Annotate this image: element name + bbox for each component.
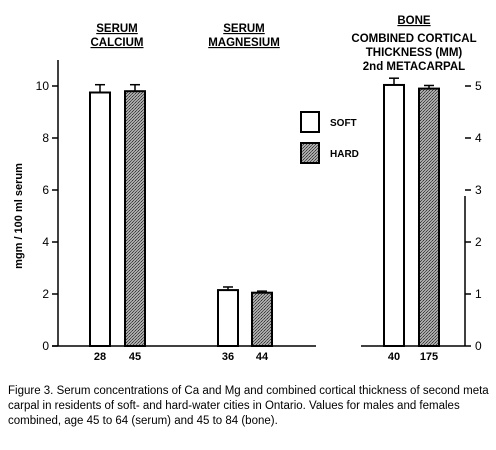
sample-count-label: 44 — [256, 351, 269, 363]
right-tick-label: 0 — [475, 339, 482, 353]
figure-caption: Figure 3. Serum concentrations of Ca and… — [8, 385, 489, 427]
left-tick-label: 10 — [36, 79, 50, 93]
sample-count-label: 45 — [129, 351, 141, 363]
group-header-line: SERUM — [223, 23, 265, 35]
group-header-line: THICKNESS (MM) — [366, 47, 463, 59]
left-tick-label: 0 — [42, 339, 49, 353]
bar — [418, 87, 440, 347]
bars — [89, 77, 440, 348]
sample-count-label: 175 — [420, 351, 438, 363]
sample-count-label: 40 — [388, 351, 400, 363]
left-axis: 0 2 4 6 8 10 — [36, 60, 59, 353]
y-axis-label: mgm / 100 ml serum — [13, 163, 25, 269]
bar — [89, 91, 111, 347]
right-tick-label: 3 — [475, 183, 482, 197]
right-tick-label: 1 — [475, 287, 482, 301]
left-tick-label: 8 — [42, 131, 49, 145]
legend-swatch — [300, 142, 320, 164]
left-tick-label: 6 — [42, 183, 49, 197]
sample-count-label: 36 — [222, 351, 234, 363]
group-header-line: COMBINED CORTICAL — [351, 33, 476, 45]
legend-swatch — [300, 111, 320, 133]
legend-label: SOFT — [330, 118, 357, 129]
sample-count-label: 28 — [94, 351, 106, 363]
group-header-line: BONE — [397, 15, 431, 27]
group-header-line: CALCIUM — [90, 37, 143, 49]
right-tick-label: 2 — [475, 235, 482, 249]
group-headers: SERUM CALCIUM SERUM MAGNESIUM BONE COMBINED C… — [90, 15, 476, 73]
group-header-line: 2nd METACARPAL — [363, 61, 465, 73]
right-tick-label: 4 — [475, 131, 482, 145]
bar — [124, 90, 146, 347]
sample-counts: 28 45 36 44 40 175 — [94, 351, 438, 363]
group-header-line: MAGNESIUM — [208, 37, 280, 49]
bar — [217, 289, 239, 348]
bar — [383, 83, 405, 348]
legend-label: HARD — [330, 149, 359, 160]
group-header-line: SERUM — [96, 23, 138, 35]
left-tick-label: 2 — [42, 287, 49, 301]
right-axis: 0 1 2 3 4 5 — [464, 79, 482, 353]
right-tick-label: 5 — [475, 79, 482, 93]
left-tick-label: 4 — [42, 235, 49, 249]
legend: SOFT HARD — [300, 111, 359, 164]
bar — [251, 291, 273, 348]
